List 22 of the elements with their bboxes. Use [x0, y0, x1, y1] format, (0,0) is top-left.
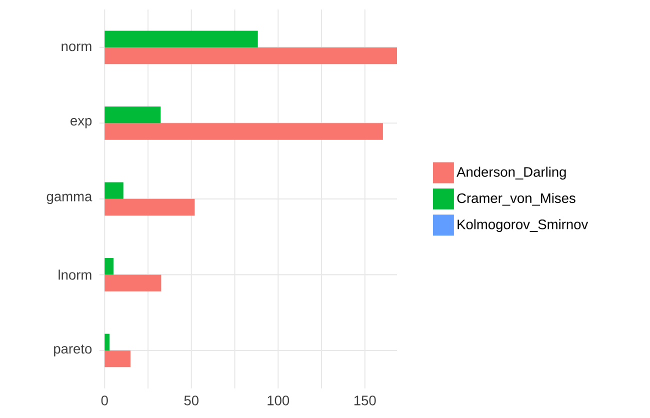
bar — [104, 334, 110, 351]
y-tick-label: gamma — [46, 194, 92, 204]
y-tick-label: norm — [62, 44, 92, 52]
legend-label: Kolmogorov_Smirnov — [458, 219, 588, 232]
bar — [104, 106, 161, 124]
bar — [104, 47, 397, 64]
legend-label: Anderson_Darling — [456, 166, 566, 180]
bar — [104, 182, 124, 200]
y-tick-label: exp — [70, 118, 92, 128]
x-tick-label: 150 — [354, 396, 376, 406]
bar — [104, 123, 383, 140]
bar — [104, 258, 114, 275]
legend-label: Cramer_von_Mises — [457, 193, 576, 206]
bar — [104, 350, 130, 368]
bar — [104, 274, 162, 292]
bar — [104, 30, 258, 48]
x-tick-label: 100 — [268, 396, 290, 406]
y-tick-label: pareto — [54, 344, 92, 356]
x-tick-label: 0 — [101, 396, 108, 406]
x-tick-label: 50 — [184, 396, 198, 406]
y-tick-label: lnorm — [58, 270, 92, 280]
bar — [104, 199, 195, 216]
